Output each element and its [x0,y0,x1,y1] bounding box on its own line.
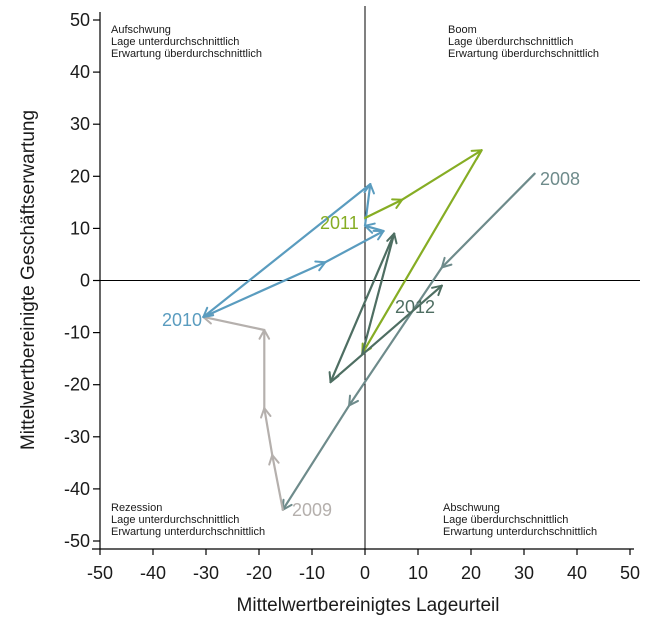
x-tick-label: -40 [140,563,166,583]
x-tick-label: -10 [299,563,325,583]
x-tick-label: 30 [514,563,534,583]
segment-2010 [363,183,372,227]
segment-2012 [329,232,396,384]
quadrant-label-upper-left: Aufschwung [111,24,171,36]
quadrant-label-lower-right: Abschwung [443,502,500,514]
y-tick-label: 10 [70,218,90,238]
x-tick-label: -30 [193,563,219,583]
y-tick-label: 20 [70,166,90,186]
quadrant-label-lower-left: Rezession [111,502,162,514]
y-tick-label: 40 [70,62,90,82]
segment-2008 [440,172,536,269]
x-tick-label: 0 [360,563,370,583]
y-tick-label: -10 [64,323,90,343]
arrowhead [431,284,443,297]
quadrant-label-upper-right: Lage überdurchschnittlich [448,36,573,48]
axes: -50 -40 -30 -20 -10 0 10 20 30 40 5050403020100-10… [64,6,640,583]
segment-2008 [348,266,443,407]
quadrant-label-upper-right: Boom [448,24,477,36]
year-label-2009: 2009 [292,500,332,520]
x-tick-label: 20 [461,563,481,583]
series-paths [202,149,536,511]
quadrant-label-upper-left: Erwartung überdurchschnittlich [111,48,262,60]
series-2010 [202,183,385,319]
x-tick-label: 40 [567,563,587,583]
year-label-2012: 2012 [395,297,435,317]
quadrant-label-lower-left: Lage unterdurchschnittlich [111,514,239,526]
x-tick-label: 50 [620,563,640,583]
y-tick-label: -20 [64,375,90,395]
year-label-2011: 2011 [320,213,359,233]
segment-2011 [401,149,483,201]
quadrant-label-upper-left: Lage unterdurchschnittlich [111,36,239,48]
segment-2012 [329,284,443,384]
series-2008 [281,172,536,511]
segment-2012 [361,232,396,355]
y-tick-label: -30 [64,427,90,447]
x-tick-label: 10 [408,563,428,583]
series-2009 [202,313,284,511]
y-tick-label: -50 [64,531,90,551]
y-tick-label: 30 [70,114,90,134]
quadrant-label-lower-right: Erwartung unterdurchschnittlich [443,526,597,538]
segment-2010 [202,183,372,319]
segment-2009 [271,453,284,511]
year-labels: 2008 2009 2010 2011 2012 [162,169,580,520]
year-label-2010: 2010 [162,310,202,330]
y-tick-label: -40 [64,479,90,499]
arrowhead [202,306,215,318]
segment-2010 [363,224,385,233]
series-2011 [361,149,483,355]
x-tick-label: -50 [87,563,113,583]
quadrant-label-upper-right: Erwartung überdurchschnittlich [448,48,599,60]
y-tick-label: 0 [80,271,90,291]
segment-2010 [324,229,385,264]
x-axis-title: Mittelwertbereinigtes Lageurteil [237,595,500,616]
quadrant-label-lower-right: Lage überdurchschnittlich [443,514,568,526]
series-2012 [328,232,443,384]
y-tick-label: 50 [70,10,90,30]
segment-2010 [202,261,327,319]
x-tick-label: -20 [246,563,272,583]
segment-2008 [281,404,351,511]
segment-2011 [361,149,483,355]
quadrant-label-lower-left: Erwartung unterdurchschnittlich [111,526,265,538]
segment-2011 [363,198,404,220]
segment-2009 [263,407,274,457]
segment-2009 [202,315,266,332]
y-axis-title: Mittelwertbereinigte Geschäftserwartung [18,110,39,450]
year-label-2008: 2008 [540,169,580,189]
